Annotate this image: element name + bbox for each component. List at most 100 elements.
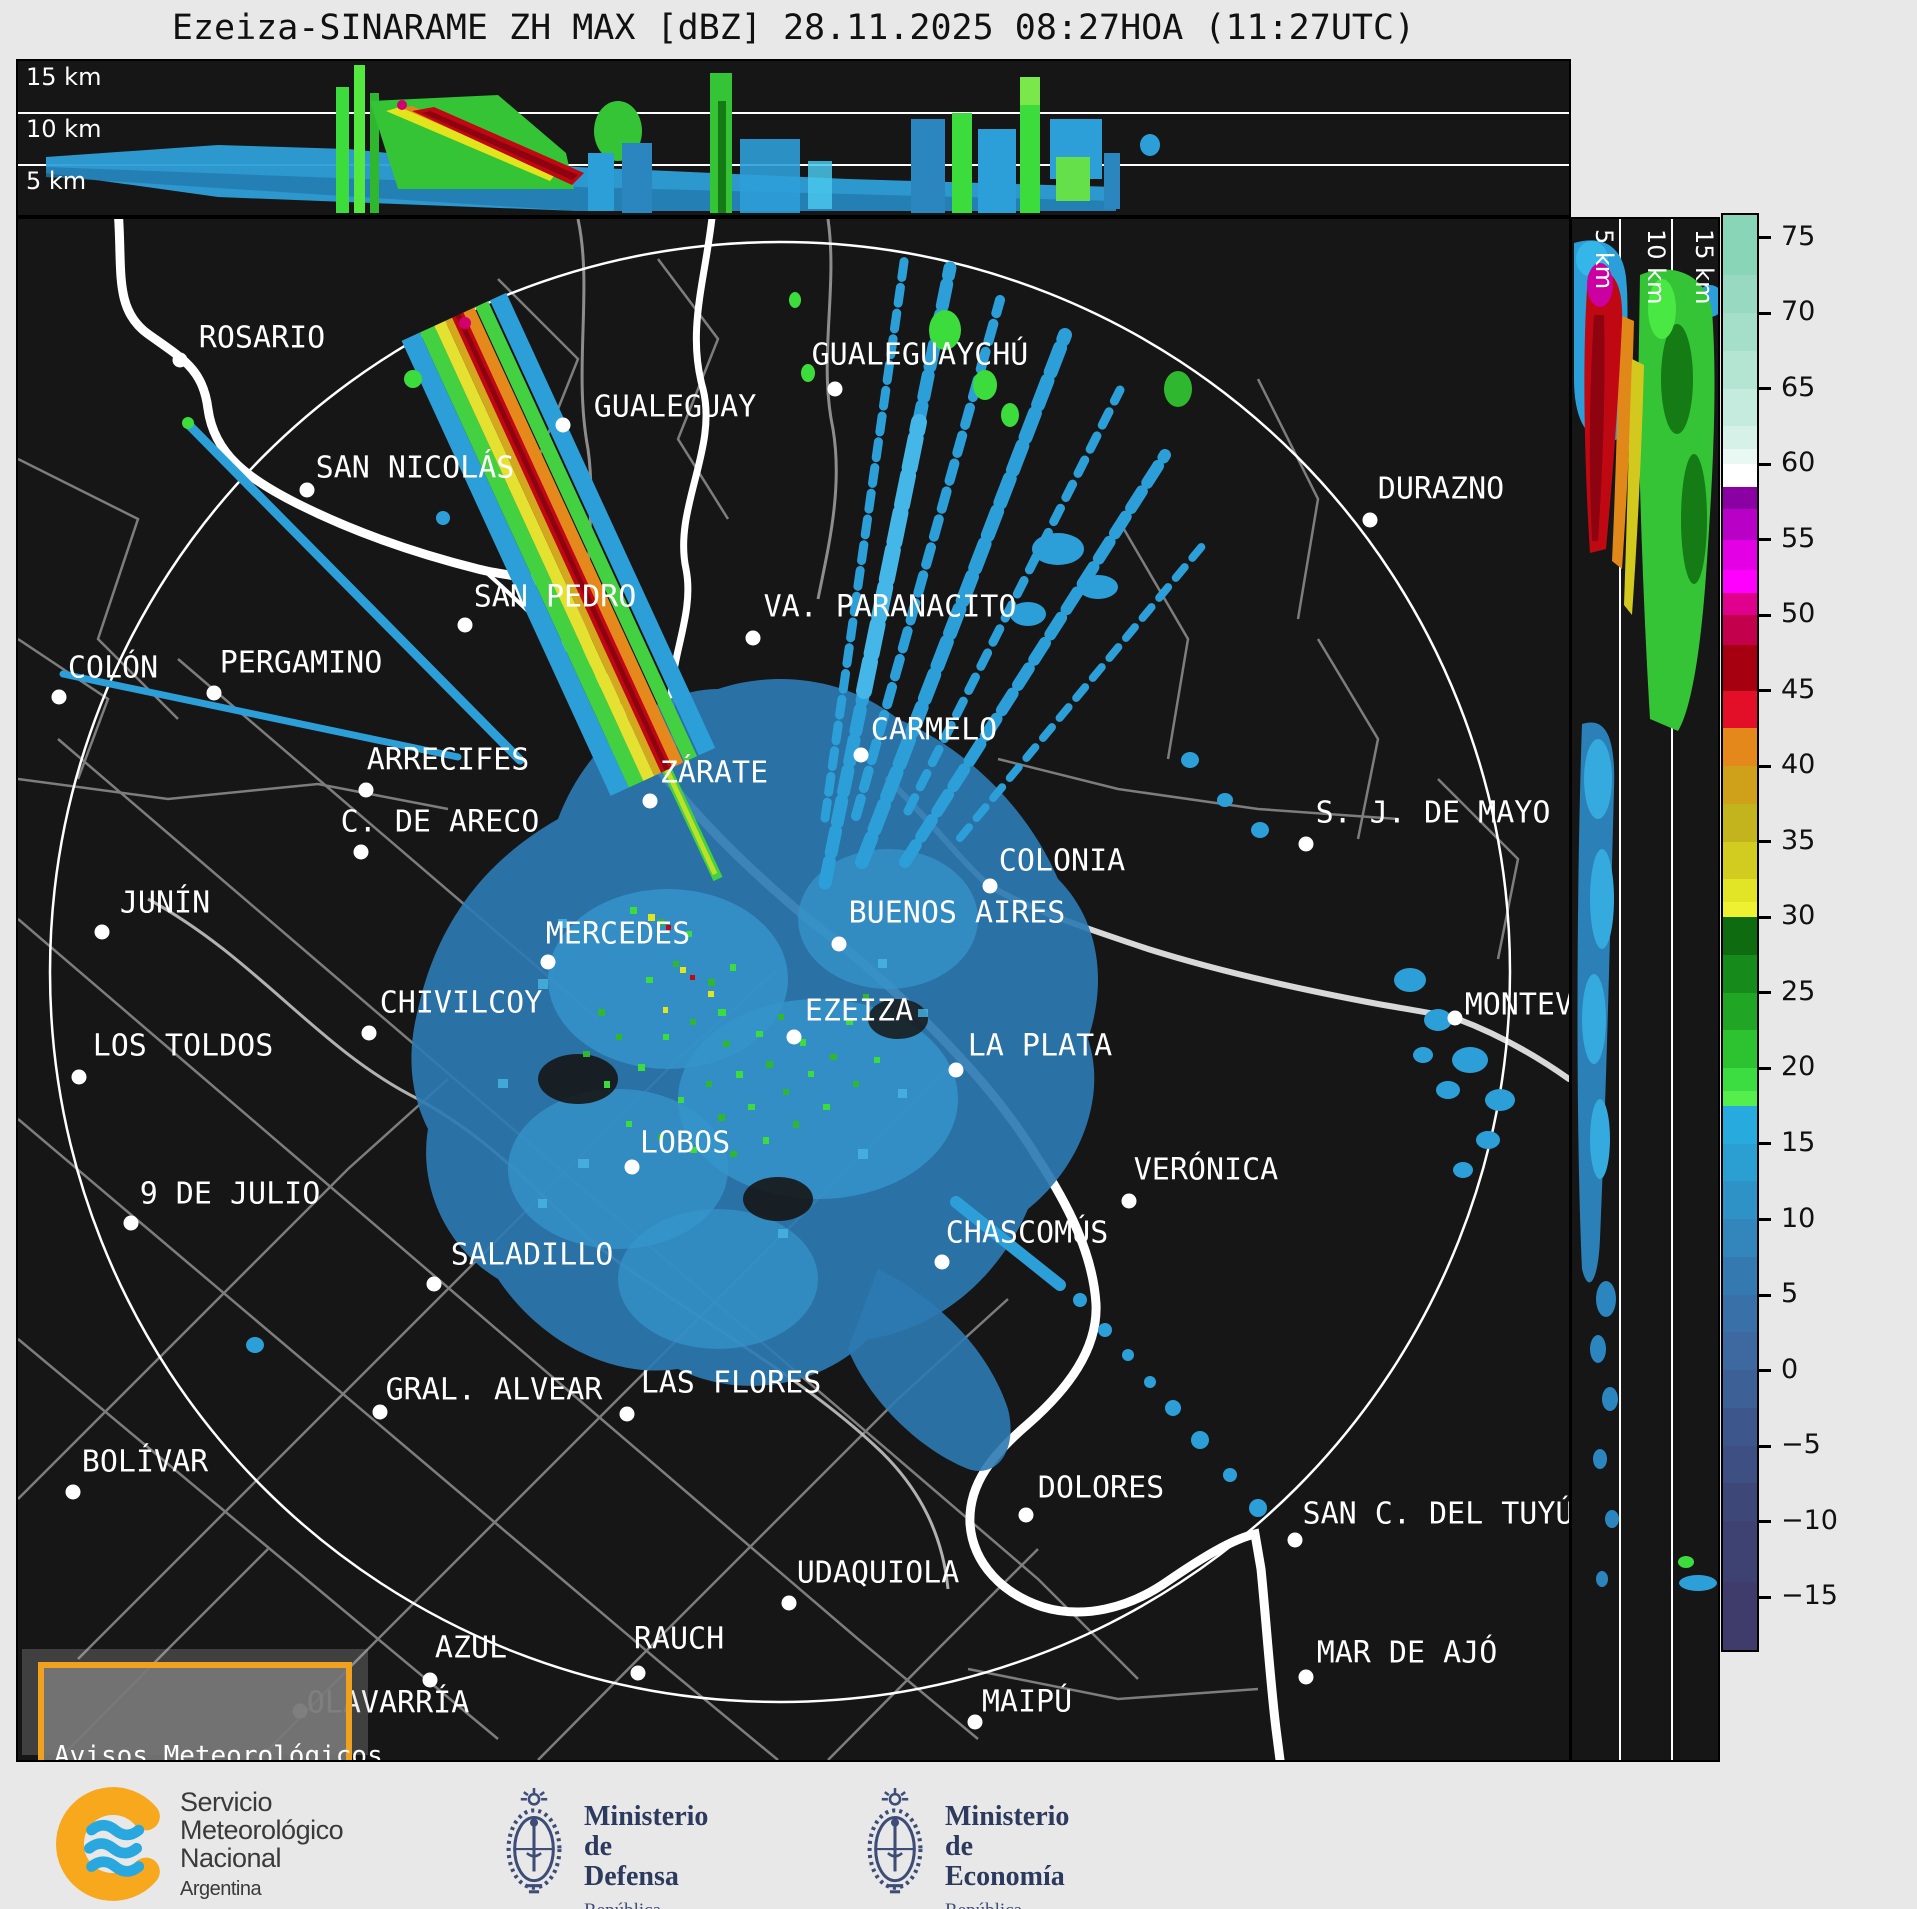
ministry-defensa-text: Ministerio de Defensa República Argentin… xyxy=(584,1802,708,1909)
smn-logo xyxy=(56,1787,160,1901)
ministry-defensa-line-1: Ministerio xyxy=(584,1801,709,1832)
colorbar-segment xyxy=(1723,766,1757,804)
city-dot xyxy=(786,1029,802,1045)
colorbar-tick-label: 70 xyxy=(1781,296,1816,328)
colorbar-tick-label: 75 xyxy=(1781,220,1816,252)
city-label: EZEIZA xyxy=(805,994,913,1029)
city-label: ARRECIFES xyxy=(367,743,530,778)
colorbar-tick-label: 50 xyxy=(1781,598,1816,630)
city-dot xyxy=(540,954,556,970)
nw-storm-beam xyxy=(401,292,723,882)
nne-green-patches xyxy=(789,292,1192,427)
smn-logo-waves xyxy=(84,1819,145,1877)
city-label: SAN NICOLÁS xyxy=(316,450,515,486)
ground-clutter-speckles xyxy=(583,907,880,1157)
height-label-5km-v: 5 km xyxy=(1590,229,1618,289)
colorbar-tick-label: 10 xyxy=(1781,1202,1816,1234)
city-dot xyxy=(1121,1193,1137,1209)
colorbar-segment xyxy=(1723,1407,1757,1446)
colorbar-tick-mark xyxy=(1757,1293,1771,1297)
ministry-defensa-sub: República Argentina xyxy=(584,1896,708,1909)
colorbar-segment xyxy=(1723,449,1757,465)
city-label: VA. PARANACITO xyxy=(764,590,1017,625)
city-label: JUNÍN xyxy=(120,885,210,921)
city-label: COLÓN xyxy=(68,649,158,686)
city-dot xyxy=(1298,1669,1314,1685)
city-label: DOLORES xyxy=(1038,1471,1164,1506)
city-dot xyxy=(1447,1010,1463,1026)
colorbar-tick-mark xyxy=(1757,1520,1771,1524)
ministry-economia-sub: República Argentina xyxy=(945,1896,1069,1909)
colorbar-segment xyxy=(1723,690,1757,729)
colorbar-tick-mark xyxy=(1757,764,1771,768)
ministry-economia-line-1: Ministerio xyxy=(945,1801,1070,1832)
top-cross-section-plot xyxy=(18,65,1569,213)
colorbar-tick-mark xyxy=(1757,1595,1771,1599)
height-label-10km-v: 10 km xyxy=(1642,229,1670,304)
city-label: AZUL xyxy=(435,1631,507,1666)
colorbar-segment xyxy=(1723,1581,1757,1650)
colorbar-tick-mark xyxy=(1757,1142,1771,1146)
city-label: CARMELO xyxy=(871,713,997,748)
city-dot xyxy=(642,793,658,809)
city-dot xyxy=(358,782,374,798)
city-label: C. DE ARECO xyxy=(341,805,540,840)
city-label: LOS TOLDOS xyxy=(93,1029,274,1064)
colorbar-segment xyxy=(1723,1219,1757,1257)
city-label: VERÓNICA xyxy=(1134,1151,1279,1188)
city-label: ZÁRATE xyxy=(660,755,768,791)
figure-title: Ezeiza-SINARAME ZH MAX [dBZ] 28.11.2025 … xyxy=(171,8,1416,48)
city-dot xyxy=(65,1484,81,1500)
colorbar-tick-label: 35 xyxy=(1781,824,1816,856)
city-label: LOBOS xyxy=(640,1126,730,1161)
colorbar-segment xyxy=(1723,1332,1757,1371)
city-dot xyxy=(123,1215,139,1231)
city-label: SAN PEDRO xyxy=(474,580,637,615)
city-dot xyxy=(619,1406,635,1422)
colorbar-tick-label: 25 xyxy=(1781,975,1816,1007)
colorbar-tick-mark xyxy=(1757,1369,1771,1373)
city-label: CHIVILCOY xyxy=(380,986,543,1021)
colorbar-segment xyxy=(1723,509,1757,540)
colorbar-ticks: 75 70 65 60 55 50 45 40 35 30 25 20 15 10 5 0 −5 −10 −15 xyxy=(1757,215,1915,1650)
colorbar-segment xyxy=(1723,1256,1757,1295)
smn-logo-arc xyxy=(56,1787,160,1901)
colorbar-segment xyxy=(1723,1294,1757,1333)
city-dot xyxy=(853,747,869,763)
city-dot xyxy=(361,1025,377,1041)
city-dot xyxy=(422,1672,438,1688)
colorbar-tick-label: 45 xyxy=(1781,673,1816,705)
right-panel-height-labels: 5 km 10 km 15 km xyxy=(1590,229,1718,304)
colorbar-tick-label: 30 xyxy=(1781,900,1816,932)
city-dot xyxy=(624,1159,640,1175)
city-dot xyxy=(1362,512,1378,528)
city-dot xyxy=(1018,1507,1034,1523)
city-label: S. J. DE MAYO xyxy=(1316,796,1551,831)
city-dot xyxy=(426,1276,442,1292)
colorbar-segment xyxy=(1723,1483,1757,1522)
city-dot xyxy=(1287,1532,1303,1548)
city-dot xyxy=(372,1404,388,1420)
colorbar-tick-mark xyxy=(1757,689,1771,693)
ministry-economia-line-2: de Economía xyxy=(945,1831,1065,1892)
city-dot xyxy=(457,617,473,633)
colorbar-tick-mark xyxy=(1757,613,1771,617)
colorbar-segment xyxy=(1723,992,1757,1031)
colorbar-tick-label: −10 xyxy=(1781,1504,1838,1536)
se-echo-ray xyxy=(950,1196,1267,1517)
city-label: BUENOS AIRES xyxy=(849,896,1066,931)
height-label-5km: 5 km xyxy=(26,167,87,195)
colorbar-tick-label: 65 xyxy=(1781,371,1816,403)
colorbar-tick-label: 5 xyxy=(1781,1277,1799,1309)
smn-line-2: Meteorológico xyxy=(180,1815,344,1845)
colorbar-segment xyxy=(1723,917,1757,955)
colorbar-segment xyxy=(1723,569,1757,593)
colorbar-segments xyxy=(1723,215,1757,1650)
colorbar-tick-mark xyxy=(1757,991,1771,995)
warning-box[interactable]: Avisos Meteorológicos a Muy Corto Plazo xyxy=(38,1662,383,1760)
footer: Servicio Meteorológico Nacional Argentin… xyxy=(0,1784,1500,1909)
smn-line-1: Servicio xyxy=(180,1787,273,1817)
smn-wordmark: Servicio Meteorológico Nacional Argentin… xyxy=(180,1787,344,1903)
city-dot xyxy=(172,352,188,368)
city-label: RAUCH xyxy=(634,1622,724,1657)
